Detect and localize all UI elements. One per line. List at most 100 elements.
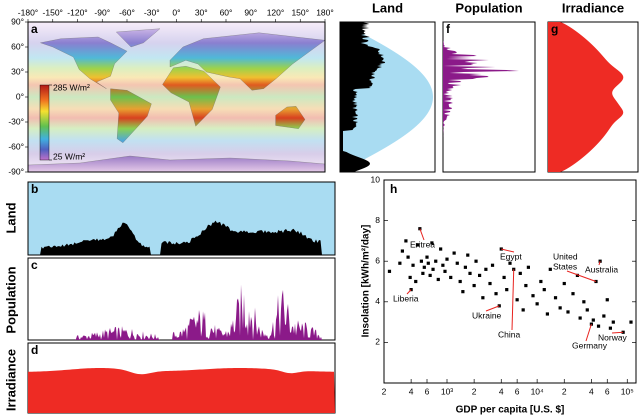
colorbar-label: 285 W/m² <box>53 82 90 92</box>
scatter-point <box>455 261 459 265</box>
scatter-point <box>431 267 435 271</box>
y-tick-label: 0° <box>16 91 24 101</box>
y-tick-label: -90° <box>8 166 24 176</box>
scatter-point <box>481 296 485 300</box>
scatter-point <box>421 271 425 275</box>
panel-letter: h <box>390 182 397 196</box>
annotation-line <box>485 305 500 312</box>
annotation-label: United <box>553 251 578 261</box>
north-america <box>39 36 128 89</box>
y-tick-label: 30° <box>11 66 24 76</box>
scatter-point <box>591 318 595 322</box>
x-tick-label: 6 <box>425 386 430 396</box>
scatter-point <box>605 298 609 302</box>
scatter-point <box>408 275 412 280</box>
y-axis-label: Insolation [kWh/m²/day] <box>361 225 372 338</box>
scatter-point <box>430 241 434 245</box>
profiles <box>28 22 624 413</box>
panel-side-label: Population <box>3 266 18 333</box>
panel-letter: c <box>31 258 38 272</box>
scatter-point <box>611 320 615 324</box>
annotation-label: States <box>553 261 577 271</box>
scatter-point <box>466 253 470 257</box>
scatter-point <box>411 263 415 267</box>
scatter-point <box>502 275 506 280</box>
x-tick-label: 0° <box>172 7 180 17</box>
scatter-point <box>539 279 543 284</box>
scatter-point <box>558 306 562 310</box>
scatter-point <box>553 296 558 300</box>
panel-letter: e <box>343 22 350 36</box>
colorbar-label: 25 W/m² <box>53 151 85 161</box>
greenland <box>115 28 161 48</box>
scatter-point <box>445 257 449 261</box>
scatter-point <box>484 267 488 271</box>
latitude-profile <box>443 22 520 172</box>
africa <box>162 66 221 127</box>
scatter-point <box>458 279 462 284</box>
south-america <box>110 88 152 143</box>
scatter-point <box>596 324 601 328</box>
annotation-line <box>419 228 425 241</box>
scatter-point <box>545 312 550 316</box>
scatter-point <box>461 290 465 294</box>
x-tick-label: -90° <box>94 7 110 17</box>
x-tick-label: -150° <box>43 7 63 17</box>
scatter-frame <box>383 179 637 384</box>
x-tick-label: 180° <box>316 7 334 17</box>
y-tick-label: 2 <box>375 337 380 347</box>
y-tick-label: 90° <box>11 16 24 26</box>
scatter-point <box>566 310 570 314</box>
panel-title: Irradiance <box>562 0 624 15</box>
x-tick-label: -60° <box>119 7 135 17</box>
x-axis-label: GDP per capita [U.S. $] <box>456 405 565 416</box>
y-tick-label: 8 <box>375 215 380 225</box>
panel-letter: d <box>31 343 38 357</box>
scatter-point <box>439 247 443 251</box>
x-tick-label: 150° <box>291 7 309 17</box>
x-tick-label: 120° <box>267 7 285 17</box>
scatter-point <box>488 281 492 286</box>
scatter-point <box>494 292 498 296</box>
x-tick-label: 60° <box>220 7 233 17</box>
x-tick-label: 4 <box>499 386 504 396</box>
annotation-line <box>611 331 624 334</box>
x-tick-label: -180° <box>18 7 38 17</box>
panel-letter: b <box>31 182 38 196</box>
x-tick-label: 30° <box>195 7 208 17</box>
panel-letter: g <box>551 22 558 36</box>
latitude-profile <box>548 22 624 172</box>
scatter-point <box>571 292 575 296</box>
annotation-label: China <box>498 329 520 339</box>
scatter-point <box>414 279 418 284</box>
annotation-line <box>566 270 597 282</box>
scatter-point <box>415 243 420 247</box>
eurasia <box>169 32 326 91</box>
annotation-label: Egypt <box>500 251 522 261</box>
scatter-point <box>406 255 410 259</box>
scatter-point <box>425 255 429 259</box>
colorbar <box>39 84 50 161</box>
x-tick-label: 2 <box>472 386 477 396</box>
scatter-point <box>542 288 546 292</box>
x-tick-label: 10⁵ <box>621 386 634 396</box>
scatter-point <box>505 288 509 292</box>
scatter-point <box>515 298 519 302</box>
scatter-point <box>562 281 566 286</box>
scatter-point <box>468 271 472 275</box>
y-tick-label: 10 <box>371 174 381 184</box>
y-tick-label: -30° <box>8 116 24 126</box>
scatter-point <box>404 239 408 243</box>
continents <box>27 28 326 173</box>
scatter-point <box>434 259 438 263</box>
australia <box>275 106 306 129</box>
x-tick-label: 10⁴ <box>531 386 544 396</box>
scatter-point <box>575 273 580 278</box>
x-tick-label: 10³ <box>441 386 453 396</box>
scatter-point <box>436 277 440 282</box>
scatter-point <box>531 294 535 298</box>
scatter-point <box>428 273 432 278</box>
latitude-profile <box>340 22 386 172</box>
scatter-point <box>524 283 528 288</box>
scatter-point <box>400 249 404 253</box>
